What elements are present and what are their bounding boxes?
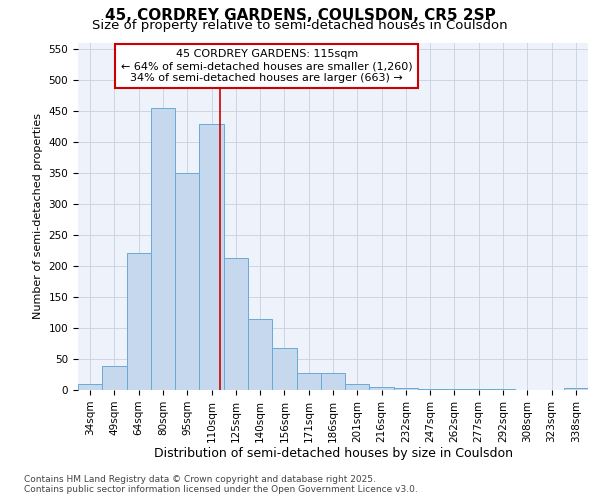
Bar bbox=[394, 388, 418, 390]
Y-axis label: Number of semi-detached properties: Number of semi-detached properties bbox=[33, 114, 43, 320]
Text: 45, CORDREY GARDENS, COULSDON, CR5 2SP: 45, CORDREY GARDENS, COULSDON, CR5 2SP bbox=[104, 8, 496, 22]
Bar bbox=[370, 387, 394, 390]
Text: Size of property relative to semi-detached houses in Coulsdon: Size of property relative to semi-detach… bbox=[92, 19, 508, 32]
Bar bbox=[102, 366, 127, 390]
Bar bbox=[199, 124, 224, 390]
X-axis label: Distribution of semi-detached houses by size in Coulsdon: Distribution of semi-detached houses by … bbox=[154, 448, 512, 460]
Bar bbox=[564, 388, 588, 390]
Bar bbox=[345, 384, 370, 390]
Text: Contains HM Land Registry data © Crown copyright and database right 2025.
Contai: Contains HM Land Registry data © Crown c… bbox=[24, 474, 418, 494]
Bar bbox=[151, 108, 175, 390]
Text: 45 CORDREY GARDENS: 115sqm
← 64% of semi-detached houses are smaller (1,260)
34%: 45 CORDREY GARDENS: 115sqm ← 64% of semi… bbox=[121, 50, 413, 82]
Bar bbox=[296, 373, 321, 390]
Bar bbox=[248, 318, 272, 390]
Bar bbox=[175, 173, 199, 390]
Bar bbox=[272, 348, 296, 390]
Bar bbox=[418, 389, 442, 390]
Bar bbox=[127, 254, 151, 390]
Bar bbox=[78, 384, 102, 390]
Bar bbox=[224, 258, 248, 390]
Bar bbox=[321, 373, 345, 390]
